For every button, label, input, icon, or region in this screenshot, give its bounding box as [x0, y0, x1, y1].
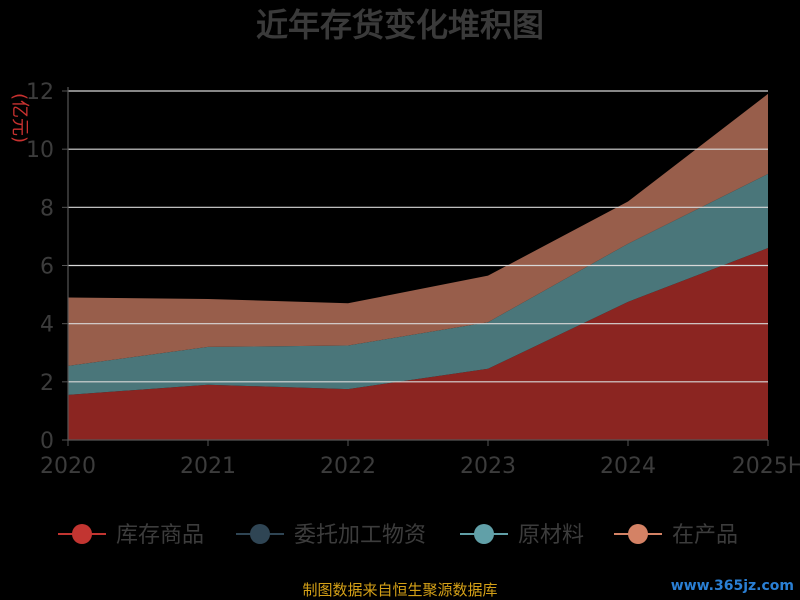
y-axis-label: (亿元) [9, 93, 30, 143]
legend-label: 原材料 [518, 523, 584, 548]
legend-item-1[interactable]: 委托加工物资 [236, 523, 426, 548]
x-tick-label: 2021 [180, 454, 236, 479]
source-note: 制图数据来自恒生聚源数据库 [302, 581, 497, 599]
y-tick-label: 8 [40, 196, 54, 221]
y-tick-label: 2 [40, 371, 54, 396]
watermark: www.365jz.com [671, 578, 794, 594]
area-layer [68, 93, 768, 440]
area-series-2 [68, 173, 768, 395]
legend-marker [72, 524, 92, 544]
y-tick-label: 4 [40, 313, 54, 338]
legend-item-0[interactable]: 库存商品 [58, 523, 204, 548]
legend-marker [250, 524, 270, 544]
y-tick-label: 0 [40, 429, 54, 454]
y-tick-label: 10 [26, 138, 54, 163]
legend-label: 委托加工物资 [294, 523, 426, 548]
x-tick-label: 2022 [320, 454, 376, 479]
legend-marker [628, 524, 648, 544]
grid-lines [68, 90, 768, 383]
area-series-0 [68, 248, 768, 440]
legend-label: 库存商品 [116, 523, 204, 548]
y-tick-label: 12 [26, 80, 54, 105]
y-tick-label: 6 [40, 255, 54, 280]
chart-title: 近年存货变化堆积图 [256, 6, 544, 44]
axes: 0 2 4 6 8 10 12 2020 2021 2022 2023 2024 2025H [26, 80, 800, 479]
legend-label: 在产品 [672, 523, 738, 548]
legend[interactable]: 库存商品 委托加工物资 原材料 在产品 [58, 523, 738, 548]
area-series-3 [68, 93, 768, 366]
x-tick-label: 2023 [460, 454, 516, 479]
legend-marker [474, 524, 494, 544]
x-tick-label: 2020 [40, 454, 96, 479]
x-tick-label: 2025H [732, 454, 800, 479]
legend-item-3[interactable]: 在产品 [614, 523, 738, 548]
x-tick-label: 2024 [600, 454, 656, 479]
legend-item-2[interactable]: 原材料 [460, 523, 584, 548]
